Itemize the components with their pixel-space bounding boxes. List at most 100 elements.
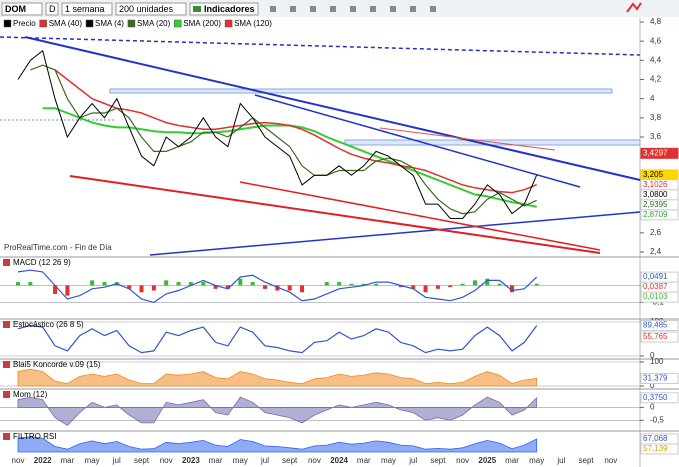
histogram-bar	[65, 285, 70, 296]
x-tick-label: sept	[134, 456, 150, 465]
series-line	[17, 49, 538, 219]
histogram-bar	[300, 285, 305, 293]
indicators-icon	[193, 6, 201, 12]
histogram-bar	[337, 282, 342, 286]
histogram-bar	[460, 283, 465, 286]
histogram-bar	[472, 280, 477, 286]
x-tick-label: 2022	[34, 456, 52, 465]
x-tick-label: sept	[579, 456, 595, 465]
histogram-bar	[188, 282, 193, 286]
panel-icon	[3, 433, 10, 440]
histogram-bar	[164, 280, 169, 286]
histogram-bar	[361, 283, 366, 286]
histogram-bar	[102, 282, 107, 286]
trend-icon[interactable]	[626, 2, 642, 13]
value-marker	[640, 320, 679, 332]
mode[interactable]: D	[49, 4, 56, 14]
drawings	[0, 36, 641, 256]
legend-swatch	[3, 19, 12, 28]
x-tick-label: mar	[505, 456, 519, 465]
x-tick-label: 2024	[330, 456, 348, 465]
indicators[interactable]: Indicadores	[204, 4, 255, 14]
indicators-box[interactable]	[189, 2, 259, 16]
value-marker-label: 0,0103	[643, 292, 668, 301]
value-marker-label: 0,3750	[643, 393, 668, 402]
x-tick-label: may	[233, 456, 248, 465]
histogram-bar	[398, 285, 403, 288]
y-tick-label: 4,2	[650, 75, 662, 84]
x-tick-label: mar	[357, 456, 371, 465]
y-tick-label: 3,8	[650, 113, 662, 122]
value-marker-label: 89,485	[643, 321, 668, 330]
series-line	[17, 324, 538, 354]
x-tick-label: nov	[456, 456, 469, 465]
units[interactable]: 200 unidades	[119, 4, 174, 14]
legend-swatch	[127, 19, 136, 28]
x-tick-label: jul	[556, 456, 565, 465]
value-marker	[640, 209, 679, 221]
x-tick-label: 2025	[478, 456, 496, 465]
histogram-bar	[324, 282, 329, 286]
histogram-bar	[423, 285, 428, 293]
x-tick-label: may	[381, 456, 396, 465]
panel-icon	[3, 321, 10, 328]
panel-title: Estocástico (26 8 5)	[13, 320, 84, 329]
value-marker-label: 2,8709	[643, 210, 668, 219]
x-tick-label: may	[529, 456, 544, 465]
histogram-bar	[28, 282, 33, 286]
y-tick-label: 2,6	[650, 228, 662, 237]
histogram-bar	[213, 285, 218, 289]
watermark: ProRealTime.com - Fin de Día	[4, 243, 112, 252]
x-tick-label: nov	[604, 456, 617, 465]
histogram-bar	[151, 285, 156, 291]
period-box[interactable]	[61, 2, 113, 16]
histogram-bar	[90, 280, 95, 286]
legend-entry: SMA (20)	[137, 19, 171, 28]
histogram-bar	[411, 285, 416, 289]
x-tick-label: nov	[12, 456, 25, 465]
y-tick-label: 2,4	[650, 247, 662, 256]
symbol-box[interactable]	[1, 2, 43, 16]
legend-entry: SMA (120)	[234, 19, 272, 28]
legend-entry: Precio	[13, 19, 36, 28]
y-tick-label: 4,4	[650, 55, 662, 64]
legend-entry: SMA (4)	[95, 19, 124, 28]
panel-title: FILTRO RSI	[13, 432, 56, 441]
y-tick-label: 3,6	[650, 132, 662, 141]
period[interactable]: 1 semana	[65, 4, 105, 14]
value-marker	[640, 147, 679, 159]
histogram-bar	[201, 282, 206, 286]
y-tick-label: 0	[650, 381, 655, 390]
histogram-bar	[127, 285, 132, 289]
histogram-bar	[534, 283, 539, 286]
legend-entry: SMA (200)	[183, 19, 221, 28]
y-tick-label: 100	[650, 357, 664, 366]
value-marker-label: 3,205	[643, 170, 664, 179]
value-marker	[640, 331, 679, 343]
histogram-bar	[349, 283, 354, 286]
histogram-bar	[448, 285, 453, 288]
value-marker-label: 0,0387	[643, 282, 668, 291]
x-tick-label: jul	[408, 456, 417, 465]
y-tick-label: 0	[650, 351, 655, 360]
symbol[interactable]: DOM	[5, 4, 26, 14]
mode-box[interactable]	[45, 2, 59, 16]
units-box[interactable]	[115, 2, 187, 16]
x-tick-label: nov	[160, 456, 173, 465]
histogram-bar	[510, 285, 514, 293]
series-line	[17, 269, 538, 304]
panel-icon	[3, 391, 10, 398]
y-tick-label: 0	[650, 403, 655, 412]
histogram-bar	[275, 285, 280, 291]
value-marker-label: 31,379	[643, 374, 668, 383]
value-marker	[640, 443, 679, 455]
x-tick-label: sept	[282, 456, 298, 465]
histogram-bar	[53, 285, 58, 294]
value-marker-label: 57,139	[643, 444, 668, 453]
x-tick-label: may	[85, 456, 100, 465]
series-line	[54, 69, 537, 194]
x-tick-label: sept	[430, 456, 446, 465]
value-marker-label: 2,9395	[643, 200, 668, 209]
panel-title: Mom (12)	[13, 390, 48, 399]
